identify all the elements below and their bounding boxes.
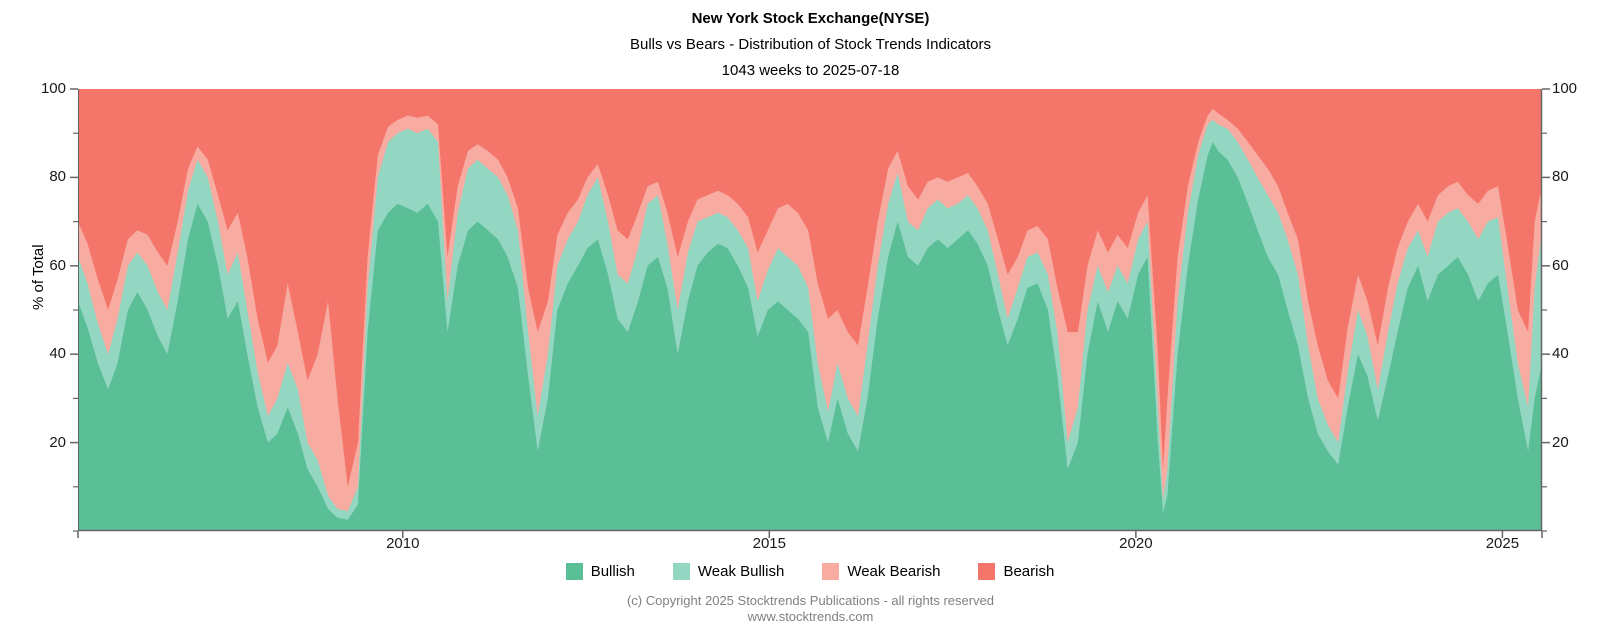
- legend-swatch-weak-bearish: [822, 563, 840, 580]
- legend-swatch-bearish: [978, 563, 996, 580]
- x-tick-label: 2010: [386, 535, 420, 552]
- y-tick-label-right: 100: [1552, 80, 1578, 97]
- axes-layer: [70, 88, 1550, 538]
- y-axis-title: % of Total: [30, 244, 47, 310]
- legend-swatch-weak-bullish: [672, 563, 690, 580]
- y-tick-label-left: 40: [49, 345, 66, 363]
- legend-item-bullish: Bullish: [565, 563, 635, 580]
- legend-label: Bullish: [590, 563, 635, 580]
- stacked-area-plot: [78, 89, 1542, 532]
- legend-item-weak-bullish: Weak Bullish: [672, 563, 785, 580]
- y-tick-label-left: 100: [40, 80, 66, 97]
- footer-copyright: (c) Copyright 2025 Stocktrends Publicati…: [626, 593, 995, 608]
- legend: Bullish Weak Bullish Weak Bearish Bearish: [78, 563, 1542, 580]
- y-tick-label-right: 60: [1552, 256, 1569, 274]
- series-bullish-area: [78, 142, 1542, 531]
- footer-website: www.stocktrends.com: [747, 609, 874, 624]
- chart-header: New York Stock Exchange(NYSE) Bulls vs B…: [0, 10, 1621, 79]
- chart-subtitle: Bulls vs Bears - Distribution of Stock T…: [630, 36, 991, 53]
- y-tick-label-right: 40: [1552, 345, 1569, 363]
- y-tick-label-left: 60: [49, 256, 66, 274]
- y-tick-label-right: 80: [1552, 168, 1569, 186]
- x-tick-label: 2020: [1119, 535, 1153, 552]
- y-tick-label-left: 80: [49, 168, 66, 186]
- y-tick-label-left: 20: [49, 433, 66, 451]
- legend-label: Weak Bullish: [697, 563, 785, 580]
- x-tick-label: 2025: [1485, 535, 1520, 552]
- page-title: New York Stock Exchange(NYSE): [691, 10, 930, 27]
- chart-period: 1043 weeks to 2025-07-18: [721, 62, 900, 79]
- legend-item-weak-bearish: Weak Bearish: [822, 563, 940, 580]
- legend-label: Weak Bearish: [847, 563, 941, 580]
- x-tick-label: 2015: [752, 535, 786, 552]
- plot-area: [70, 88, 1550, 538]
- y-tick-label-right: 20: [1552, 433, 1569, 451]
- legend-item-bearish: Bearish: [978, 563, 1054, 580]
- legend-swatch-bullish: [565, 563, 583, 580]
- legend-label: Bearish: [1003, 563, 1055, 580]
